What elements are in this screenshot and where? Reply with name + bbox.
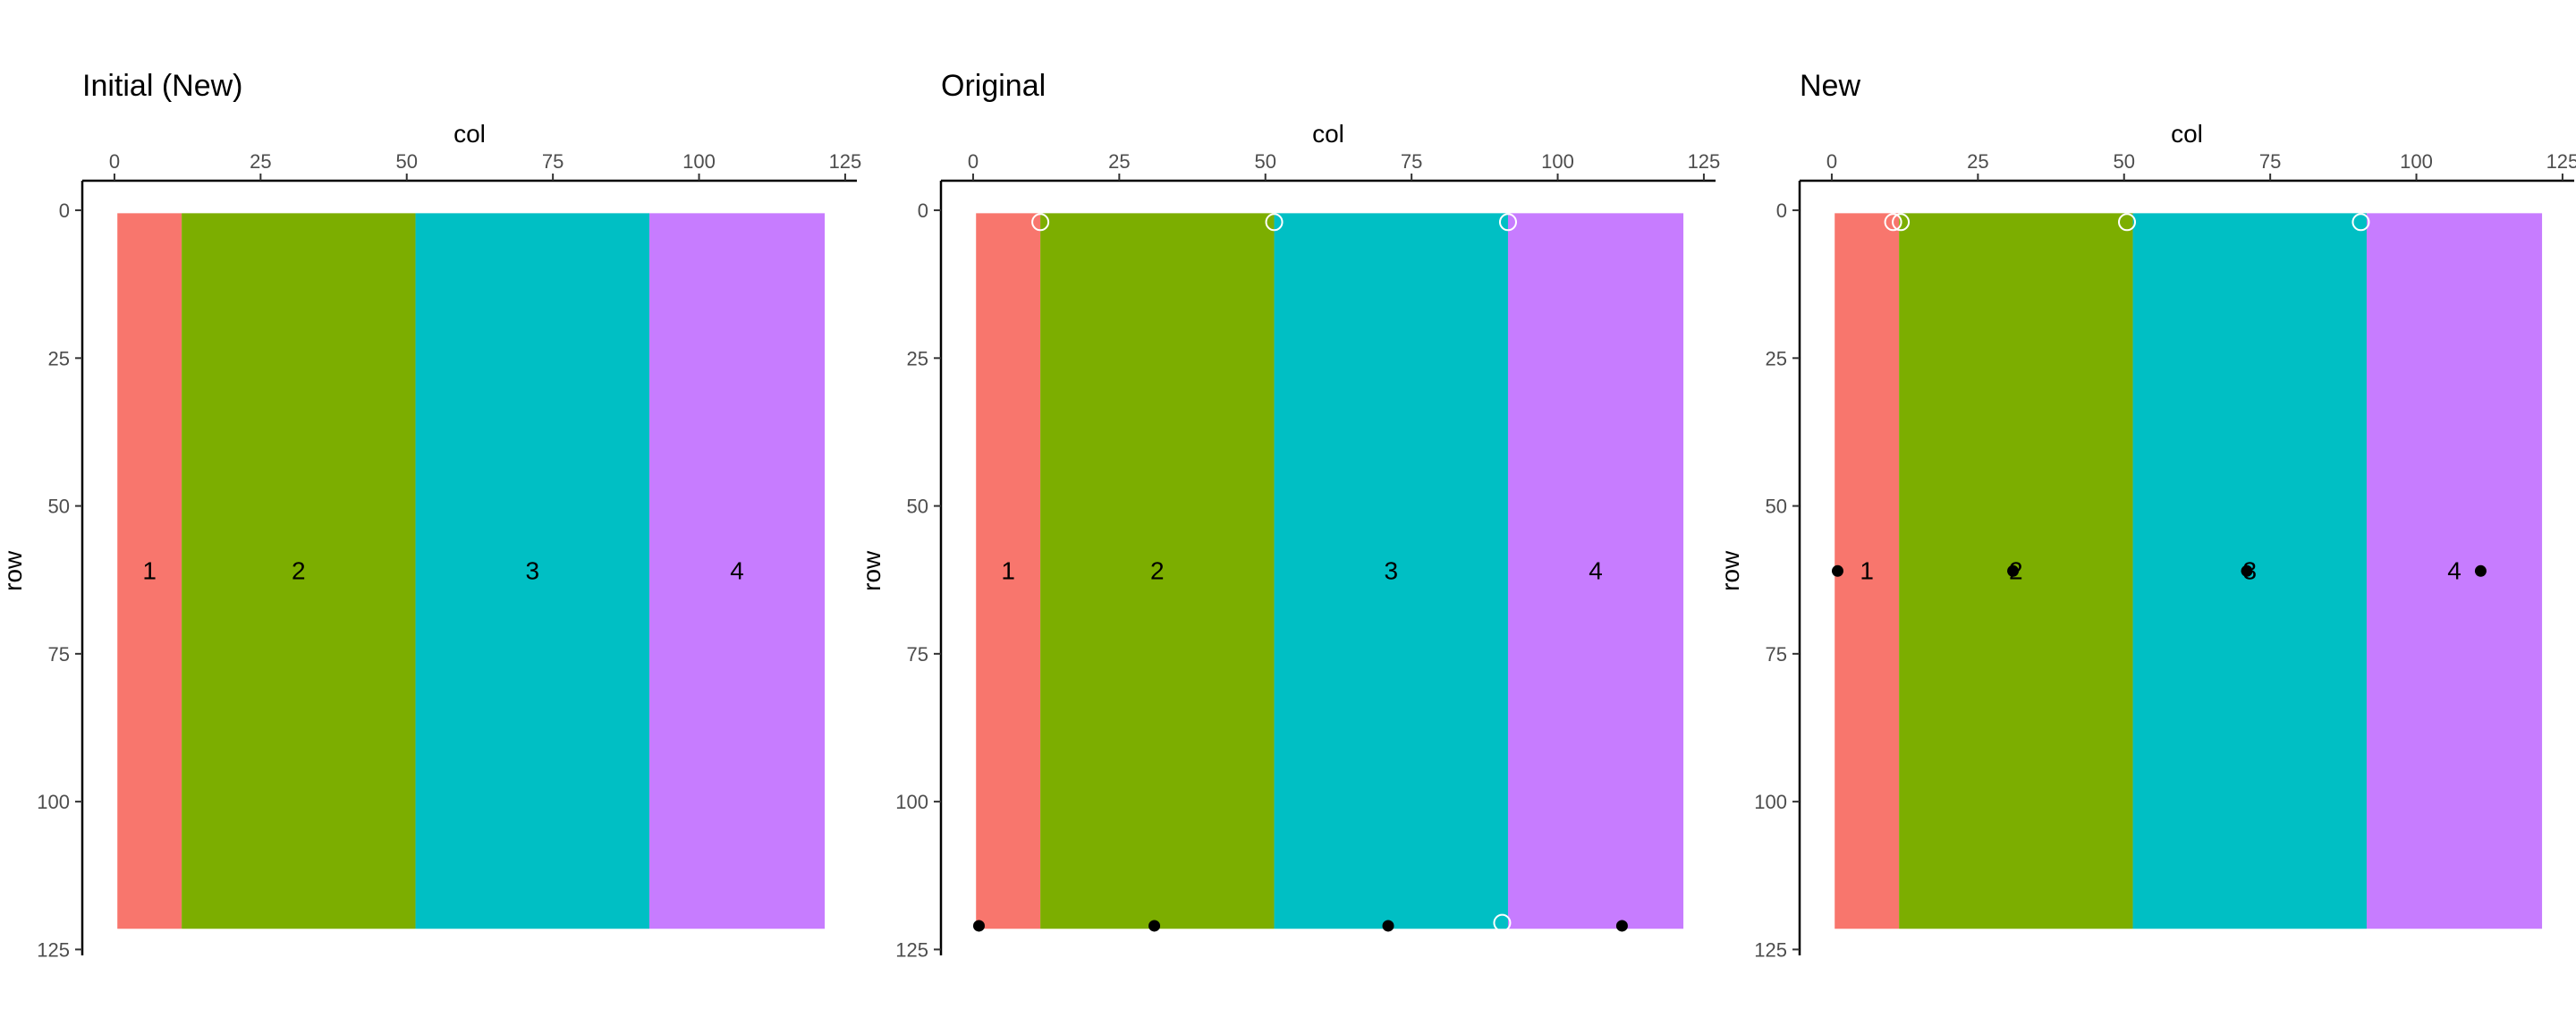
- x-tick-label: 75: [542, 150, 564, 173]
- region-label-2: 2: [292, 556, 306, 584]
- x-tick-label: 125: [1688, 150, 1721, 173]
- panel-1: 1 2 3 4 0 25 50 75 100 125 0 25 50 75 100 125 col row Init…: [0, 69, 861, 961]
- y-axis-title: row: [1716, 550, 1744, 591]
- y-tick-label: 100: [37, 791, 70, 813]
- open-point: [2351, 213, 2370, 232]
- open-point: [1884, 213, 1902, 232]
- y-tick-label: 50: [1766, 496, 1787, 518]
- y-tick-label: 125: [37, 938, 70, 961]
- y-tick-label: 75: [1766, 643, 1787, 666]
- region-2: [182, 213, 416, 929]
- x-tick-label: 0: [109, 150, 120, 173]
- panel-title: Initial (New): [82, 69, 242, 103]
- region-2: [1040, 213, 1275, 929]
- region-1: [1835, 213, 1900, 929]
- y-tick-label: 75: [907, 643, 928, 666]
- y-axis-title: row: [0, 550, 27, 591]
- x-tick-label: 25: [1967, 150, 1988, 173]
- y-tick-label: 25: [48, 347, 70, 369]
- region-3: [1274, 213, 1508, 929]
- filled-point: [2241, 564, 2253, 577]
- open-point: [1498, 213, 1517, 232]
- x-tick-label: 50: [1254, 150, 1275, 173]
- region-4: [648, 213, 826, 929]
- panel-3: 123402550751001250255075100125colrowNew: [1716, 69, 2576, 961]
- y-tick-label: 125: [1754, 938, 1787, 961]
- panel-title: Original: [941, 69, 1046, 103]
- open-point: [1493, 913, 1512, 932]
- region-4: [2366, 213, 2543, 929]
- x-tick-label: 125: [829, 150, 862, 173]
- y-tick-label: 0: [59, 199, 70, 222]
- region-label-4: 4: [2447, 556, 2462, 584]
- filled-point: [1382, 920, 1394, 932]
- x-tick-label: 50: [395, 150, 417, 173]
- filled-point: [972, 920, 985, 932]
- x-tick-label: 0: [968, 150, 979, 173]
- region-1: [976, 213, 1041, 929]
- x-tick-label: 100: [1541, 150, 1574, 173]
- y-axis-title: row: [858, 550, 886, 591]
- panel-2: 1 2 3 4 0 25 50 75 100 125 0 25 50 75 100 125 col row Orig…: [858, 69, 1720, 961]
- region-4: [1507, 213, 1684, 929]
- x-axis-title: col: [1312, 120, 1344, 148]
- y-tick-label: 50: [907, 496, 928, 518]
- x-tick-label: 75: [2259, 150, 2281, 173]
- x-tick-label: 100: [682, 150, 716, 173]
- y-tick-label: 25: [1766, 347, 1787, 369]
- y-tick-label: 50: [48, 496, 70, 518]
- x-tick-label: 25: [250, 150, 271, 173]
- y-tick-label: 100: [1754, 791, 1787, 813]
- x-axis-title: col: [453, 120, 486, 148]
- open-point: [2118, 213, 2137, 232]
- region-3: [415, 213, 649, 929]
- y-tick-label: 125: [895, 938, 928, 961]
- region-label-2: 2: [1150, 556, 1165, 584]
- x-axis-title: col: [2171, 120, 2203, 148]
- y-tick-label: 0: [918, 199, 928, 222]
- filled-point: [1615, 920, 1628, 932]
- x-tick-label: 75: [1401, 150, 1422, 173]
- y-tick-label: 0: [1776, 199, 1787, 222]
- x-tick-label: 25: [1108, 150, 1130, 173]
- filled-point: [1148, 920, 1161, 932]
- y-tick-label: 25: [907, 347, 928, 369]
- filled-point: [2474, 564, 2487, 577]
- region-label-3: 3: [1384, 556, 1398, 584]
- x-tick-label: 50: [2113, 150, 2134, 173]
- region-label-1: 1: [1001, 556, 1015, 584]
- panel-title: New: [1800, 69, 1860, 103]
- x-tick-label: 100: [2400, 150, 2433, 173]
- region-label-1: 1: [1860, 556, 1874, 584]
- region-label-1: 1: [142, 556, 157, 584]
- open-point: [1265, 213, 1284, 232]
- region-label-4: 4: [730, 556, 744, 584]
- filled-point: [1831, 564, 1843, 577]
- filled-point: [2007, 564, 2020, 577]
- region-label-4: 4: [1589, 556, 1603, 584]
- x-tick-label: 125: [2546, 150, 2576, 173]
- region-1: [117, 213, 182, 929]
- y-tick-label: 100: [895, 791, 928, 813]
- y-tick-label: 75: [48, 643, 70, 666]
- region-label-3: 3: [525, 556, 539, 584]
- open-point: [1892, 213, 1911, 232]
- open-point: [1031, 213, 1050, 232]
- x-tick-label: 0: [1826, 150, 1837, 173]
